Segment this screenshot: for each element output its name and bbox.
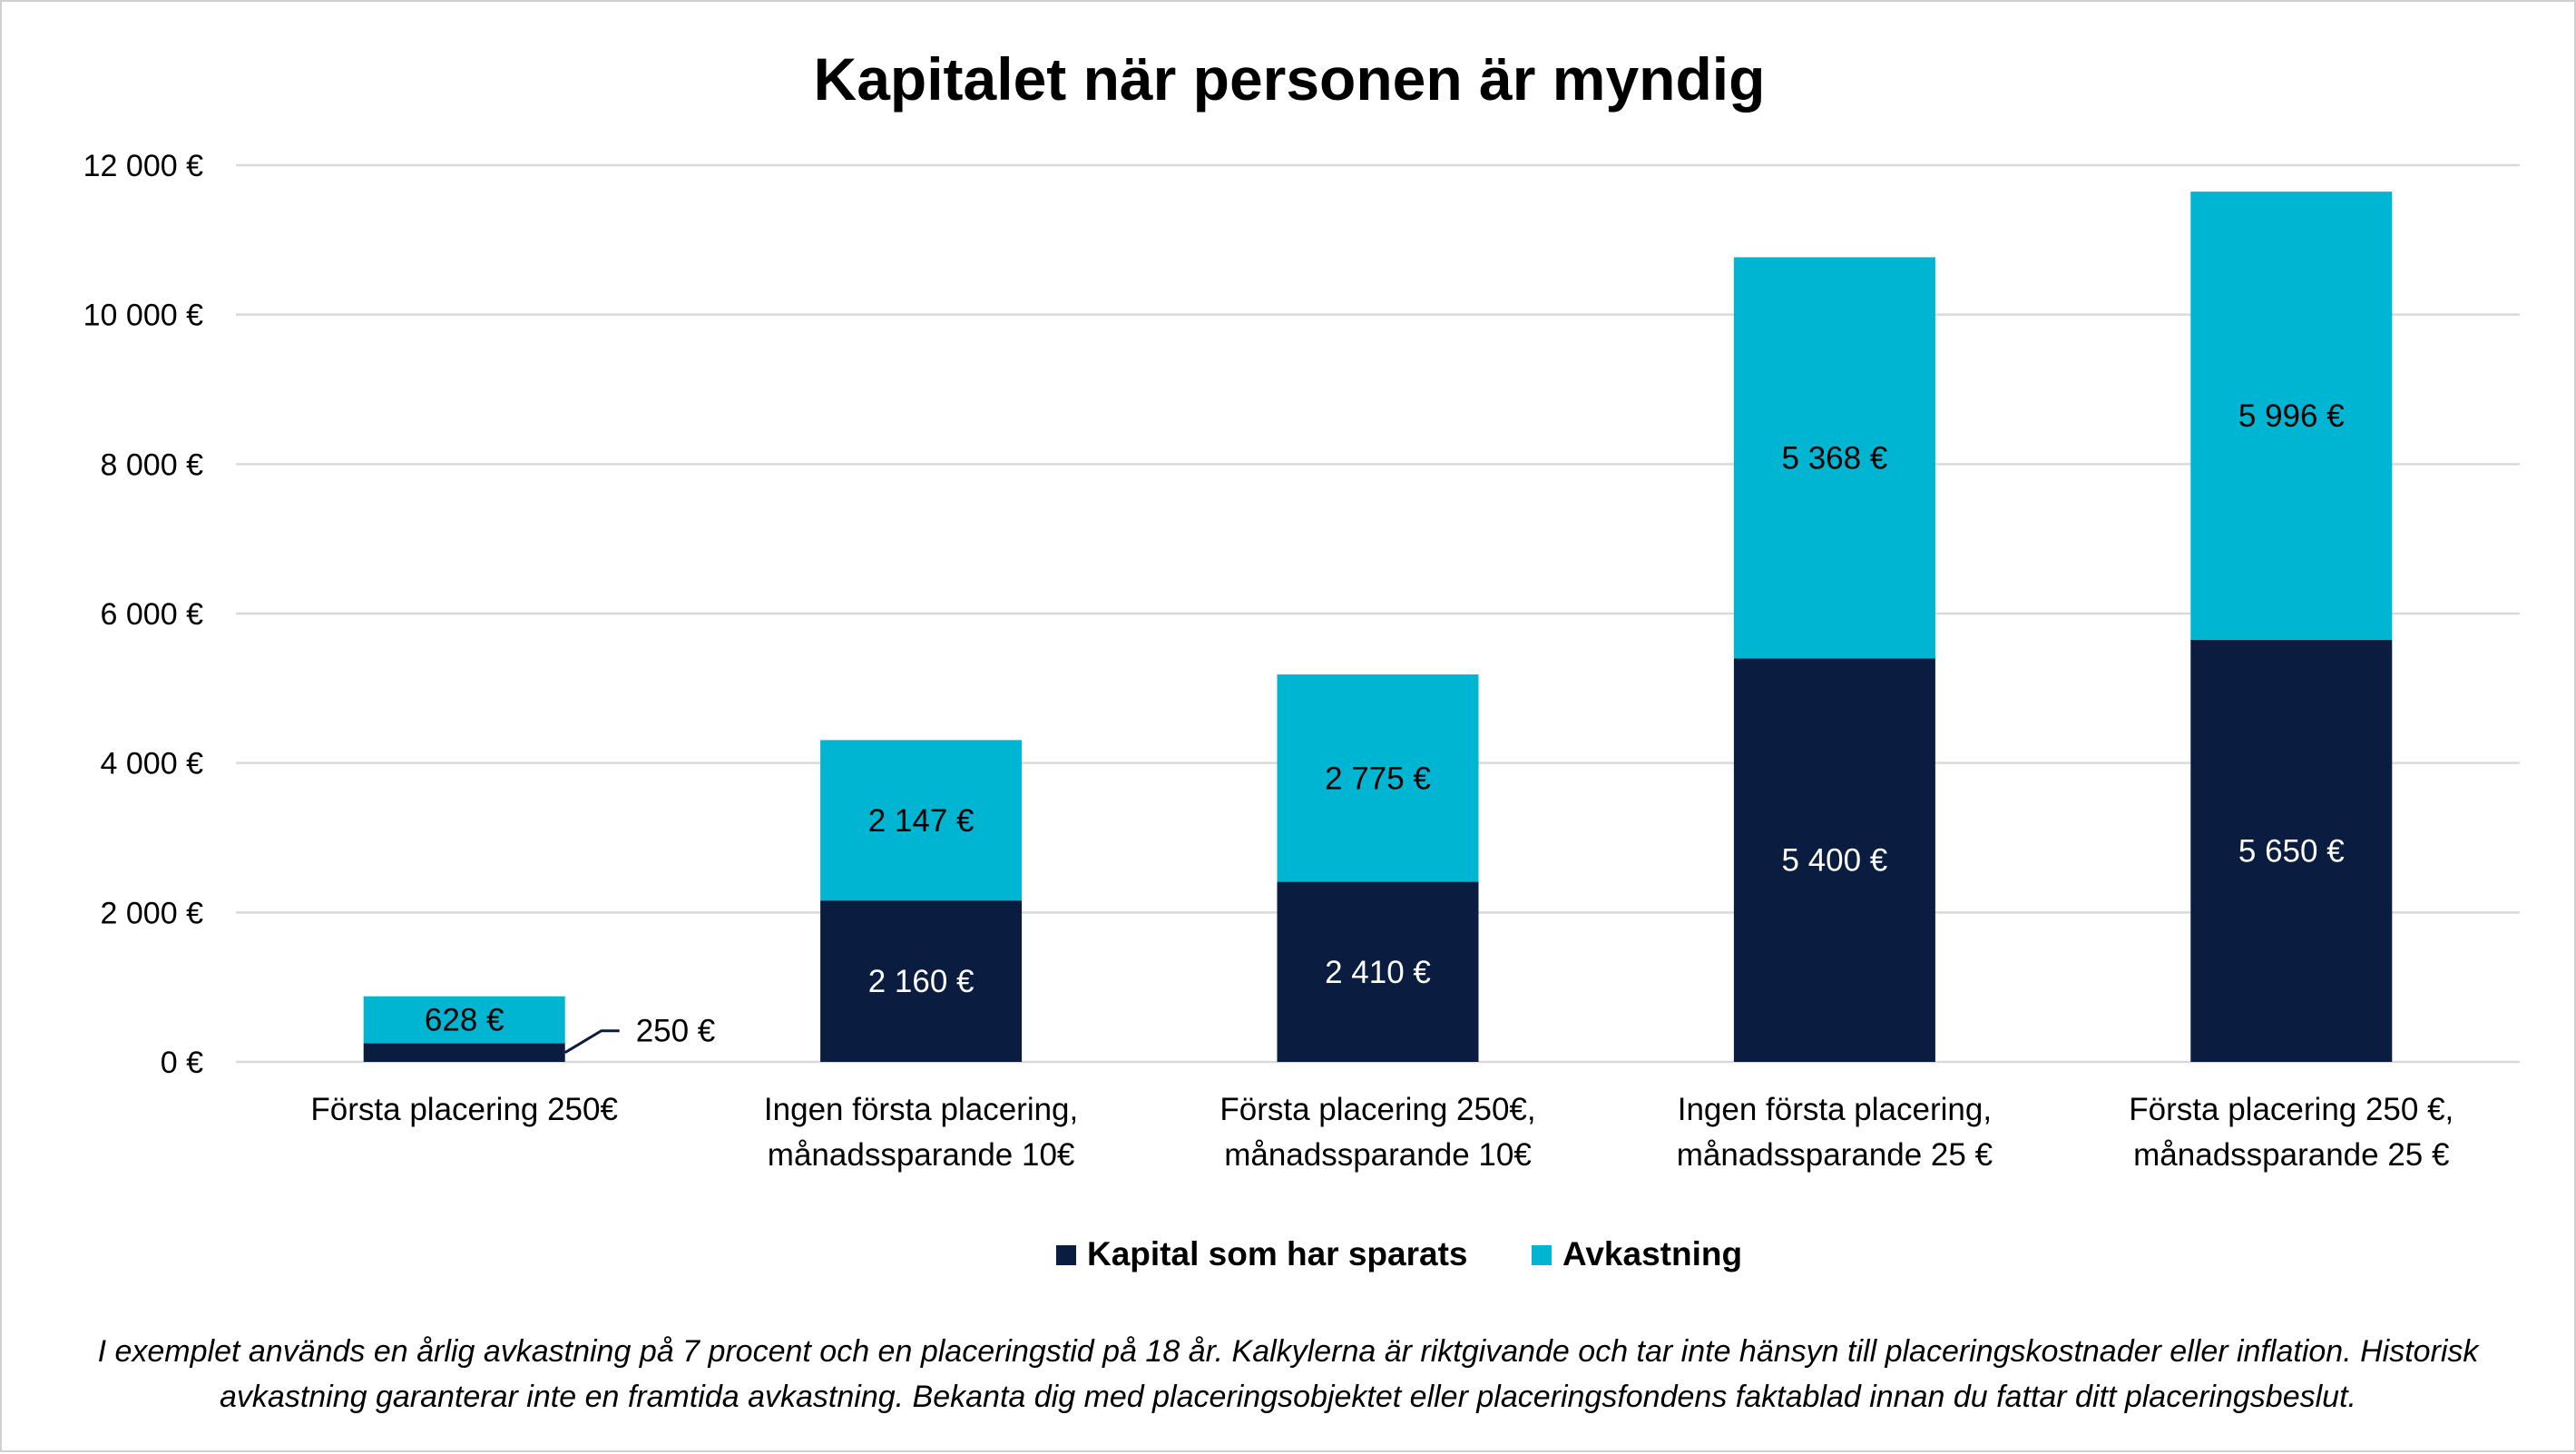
data-labels: 250 € 628 € 2 160 € 2 147 € 2 410 € 2 775 € 5 …	[425, 398, 2345, 1054]
bar-kapital-2	[820, 900, 1023, 1062]
category-label: Första placering 250€	[310, 1092, 618, 1127]
data-label: 628 €	[425, 1003, 504, 1038]
category-label: Ingen första placering,	[1678, 1092, 1992, 1127]
footnote: I exemplet används en årlig avkastning p…	[97, 1334, 2479, 1414]
bar-avkastning-2	[820, 740, 1023, 901]
data-label: 2 410 €	[1325, 955, 1431, 990]
bar-avkastning-5	[2190, 192, 2393, 640]
bar-avkastning-4	[1733, 257, 1935, 659]
y-tick-label: 0 €	[161, 1046, 203, 1080]
bar-kapital-5	[2190, 639, 2393, 1062]
legend-label: Kapital som har sparats	[1087, 1235, 1467, 1272]
category-label: månadssparande 10€	[768, 1137, 1075, 1173]
category-label: Ingen första placering,	[764, 1092, 1078, 1127]
bar-kapital-3	[1277, 881, 1479, 1062]
data-label: 5 400 €	[1782, 843, 1888, 879]
y-axis-tick-labels: 0 € 2 000 € 4 000 € 6 000 € 8 000 € 10 000 € 1…	[83, 149, 203, 1080]
bars	[363, 192, 2393, 1062]
data-label: 5 996 €	[2238, 398, 2345, 434]
y-tick-label: 8 000 €	[101, 447, 204, 482]
category-label: månadssparande 10€	[1224, 1137, 1532, 1173]
category-label: månadssparande 25 €	[1677, 1137, 1993, 1173]
bar-kapital-4	[1733, 658, 1935, 1062]
bar-avkastning-1	[363, 996, 565, 1044]
category-label: Första placering 250 €,	[2129, 1092, 2454, 1127]
data-label: 2 775 €	[1325, 761, 1431, 796]
y-tick-label: 2 000 €	[101, 896, 204, 930]
x-axis-category-labels: Första placering 250€ Ingen första placer…	[310, 1092, 2454, 1173]
y-tick-label: 12 000 €	[83, 149, 203, 183]
data-label: 250 €	[636, 1014, 716, 1049]
leader-line	[563, 1029, 620, 1054]
data-label: 2 160 €	[868, 964, 975, 999]
bar-kapital-1	[363, 1043, 565, 1062]
y-tick-label: 4 000 €	[101, 747, 204, 781]
legend: Kapital som har sparats Avkastning	[1056, 1235, 1742, 1272]
chart-title: Kapitalet när personen är myndig	[814, 45, 1766, 113]
category-label: Första placering 250€,	[1219, 1092, 1535, 1127]
y-tick-label: 6 000 €	[101, 597, 204, 632]
bar-avkastning-3	[1277, 674, 1479, 882]
y-tick-label: 10 000 €	[83, 299, 203, 333]
data-label: 5 650 €	[2238, 833, 2345, 869]
legend-label: Avkastning	[1562, 1235, 1742, 1272]
category-label: månadssparande 25 €	[2133, 1137, 2449, 1173]
legend-swatch	[1056, 1245, 1076, 1265]
data-label: 2 147 €	[868, 803, 975, 839]
data-label: 5 368 €	[1782, 440, 1888, 476]
legend-swatch	[1532, 1245, 1552, 1265]
